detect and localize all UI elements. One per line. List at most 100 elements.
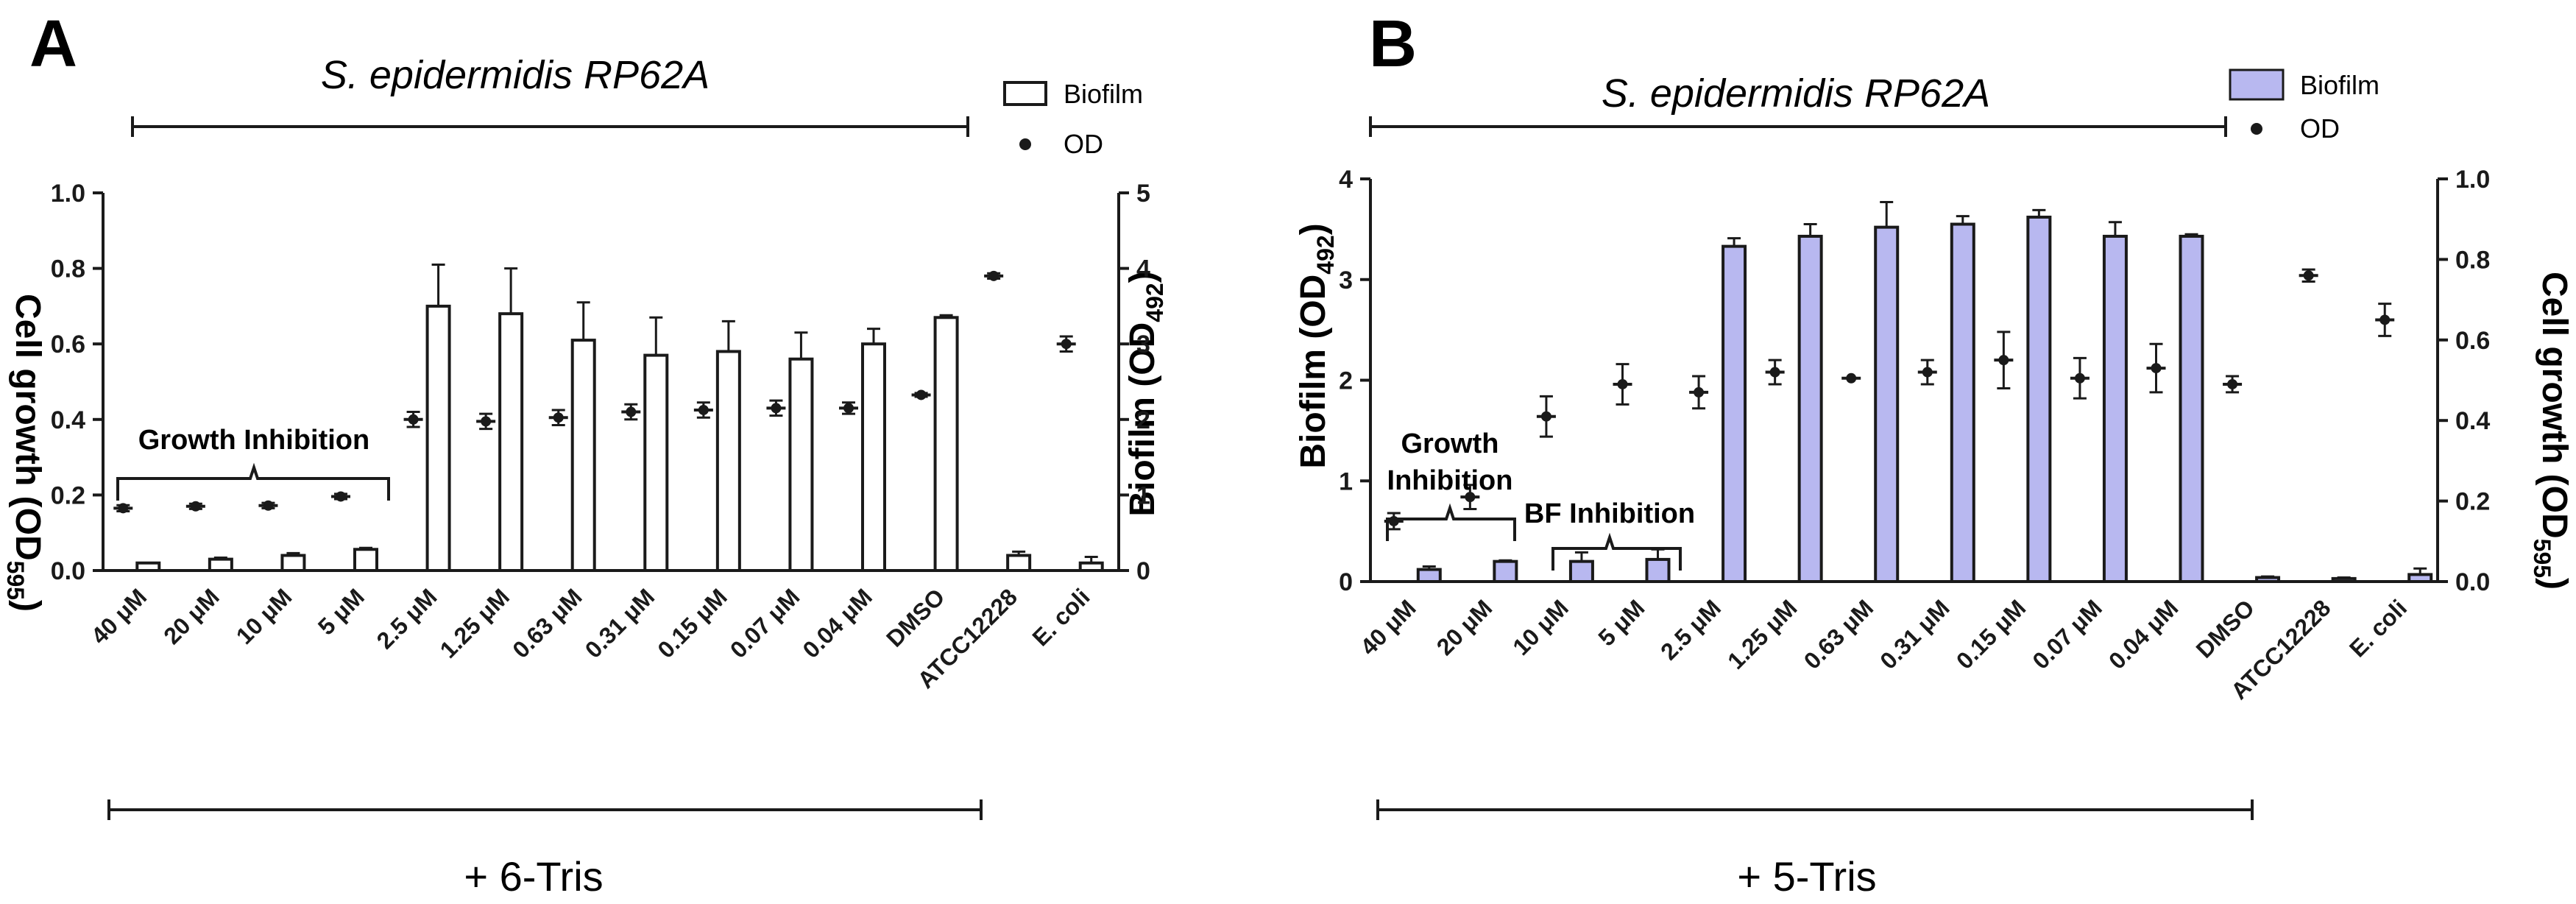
panel-b-title: S. epidermidis RP62A <box>1602 71 1990 116</box>
panel-a-category-label-3: 5 μM <box>313 583 369 640</box>
panel-b-category-label-10: 0.04 μM <box>2103 594 2183 674</box>
panel-b-od-point-4 <box>1694 386 1705 398</box>
panel-b-od-point-11 <box>2227 378 2238 389</box>
panel-a-legend-bar-swatch <box>1003 81 1047 106</box>
panel-a-bar-6 <box>570 339 596 572</box>
panel-a-right-axis-title-close: ) <box>1123 271 1162 283</box>
panel-a-category-label-1: 20 μM <box>158 583 224 649</box>
panel-b-category-label-13: E. coli <box>2344 594 2412 662</box>
panel-b-bar-12 <box>2331 576 2357 584</box>
panel-b-left-axis-title-close: ) <box>1294 223 1333 235</box>
panel-a-bar-1 <box>208 557 233 572</box>
panel-a-od-point-9 <box>771 403 782 414</box>
panel-b-annotation-growth-inhibition: Growth Inhibition <box>1386 428 1516 541</box>
panel-b-bar-0 <box>1416 568 1442 584</box>
panel-a-compound-label: + 6-Tris <box>464 853 603 900</box>
panel-a-right-tick-label-1: 1 <box>1136 481 1150 509</box>
panel-b-bar-2 <box>1568 559 1594 584</box>
panel-b-left-tick-label-4: 4 <box>1339 166 1353 194</box>
panel-b-annotation-bf-inhibition: BF Inhibition <box>1524 498 1695 571</box>
panel-a-bar-5 <box>498 312 524 572</box>
panel-a-annotation-growth-inhibition-text: Growth Inhibition <box>138 425 369 456</box>
panel-b-bar-7 <box>1950 222 1975 583</box>
panel-b-od-point-13 <box>2379 314 2391 325</box>
panel-b-category-label-3: 5 μM <box>1593 594 1649 651</box>
panel-b-category-label-1: 20 μM <box>1432 594 1498 660</box>
panel-b-bar-1 <box>1493 559 1518 584</box>
panel-b-left-tick-label-3: 3 <box>1339 266 1353 294</box>
panel-a-bar-7 <box>643 353 669 572</box>
panel-a-category-label-4: 2.5 μM <box>372 583 442 654</box>
panel-a-od-point-0 <box>118 503 129 514</box>
panel-b-category-label-8: 0.15 μM <box>1951 594 2031 674</box>
panel-b-left-tick-label-2: 2 <box>1339 367 1353 395</box>
panel-a-bar-10 <box>861 342 886 572</box>
panel-a-legend: Biofilm OD <box>1003 79 1143 159</box>
panel-b-od-point-7 <box>1922 367 1933 378</box>
panel-b-annotation-bf-inhibition-brace <box>1551 532 1682 571</box>
panel-b-right-tick-label-3: 0.6 <box>2455 327 2490 355</box>
panel-b-label: B <box>1369 7 1417 81</box>
panel-a-right-tick-label-2: 2 <box>1136 406 1150 434</box>
panel-a-category-label-10: 0.04 μM <box>797 583 877 663</box>
panel-a-title: S. epidermidis RP62A <box>321 53 710 97</box>
panel-b-od-point-10 <box>2151 363 2162 374</box>
panel-a-od-point-3 <box>336 491 346 502</box>
panel-b-plot: 0 1 2 3 4 0.0 0.2 0.4 0.6 0.8 1.0 40 μM 20 μM 10 μM 5 … <box>1339 166 2490 705</box>
panel-b-compound-label: + 5-Tris <box>1737 853 1876 900</box>
panel-a-od-point-11 <box>916 389 927 400</box>
panel-b-annotation-inhibition-text: Inhibition <box>1387 465 1513 496</box>
panel-b-left-tick-label-1: 1 <box>1339 467 1353 495</box>
panel-a-right-axis-title-main: Biofilm (OD <box>1123 322 1162 517</box>
panel-a-left-tick-label-5: 1.0 <box>51 180 85 208</box>
panel-a-right-tick-label-3: 3 <box>1136 331 1150 359</box>
panel-a-right-tick-label-4: 4 <box>1136 255 1150 283</box>
panel-b-legend: Biofilm OD <box>2229 68 2379 144</box>
panel-a-right-axis-title-sub: 492 <box>1142 283 1168 322</box>
panel-b-right-tick-label-0: 0.0 <box>2455 568 2490 596</box>
panel-b-right-axis-title-sub: 595 <box>2529 539 2555 578</box>
panel-b-category-label-9: 0.07 μM <box>2027 594 2106 674</box>
panel-b-annotation-growth-inhibition-brace <box>1386 503 1516 541</box>
panel-a-od-point-8 <box>698 404 709 415</box>
panel-a-left-tick-label-0: 0.0 <box>51 557 85 585</box>
panel-b-legend-dot-swatch <box>2251 123 2262 135</box>
panel-b-right-tick-label-2: 0.4 <box>2455 407 2490 435</box>
panel-a-category-label-2: 10 μM <box>231 583 297 649</box>
panel-b-right-tick-label-4: 0.8 <box>2455 246 2490 274</box>
panel-a-bar-11 <box>933 316 959 572</box>
panel-a-right-tick-label-5: 5 <box>1136 180 1150 208</box>
panel-b-annotation-growth-text: Growth <box>1401 428 1499 459</box>
panel-a-right-tick-label-0: 0 <box>1136 557 1150 585</box>
panel-b-category-label-11: DMSO <box>2191 594 2260 663</box>
panel-b-left-axis-title-sub: 492 <box>1312 235 1339 274</box>
panel-b-annotation-bf-inhibition-text: BF Inhibition <box>1524 498 1695 529</box>
panel-b-right-axis-title: Cell growth (OD595) <box>2529 272 2574 590</box>
panel-a-category-label-13: E. coli <box>1027 583 1095 651</box>
panel-b-right-axis-title-close: ) <box>2535 578 2574 590</box>
panel-a-legend-dot-label: OD <box>1064 129 1103 159</box>
panel-a-bar-8 <box>715 350 741 572</box>
panel-a-annotation-growth-inhibition: Growth Inhibition <box>116 425 390 501</box>
panel-b-od-point-5 <box>1769 367 1780 378</box>
panel-a-od-point-10 <box>843 403 854 414</box>
panel-b-right-tick-label-5: 1.0 <box>2455 166 2490 194</box>
panel-b-od-point-9 <box>2074 372 2085 384</box>
panel-b-bar-5 <box>1797 234 1823 583</box>
panel-b-right-axis-title-main: Cell growth (OD <box>2535 272 2574 539</box>
panel-b-od-point-3 <box>1617 378 1628 389</box>
panel-b-bar-10 <box>2179 234 2204 583</box>
panel-a-category-label-11: DMSO <box>881 583 949 651</box>
panel-b-bar-4 <box>1722 244 1747 583</box>
panel-b-bar-3 <box>1645 557 1671 583</box>
panel-a-right-axis-title: Biofilm (OD492) <box>1123 271 1168 516</box>
panel-b-category-label-7: 0.31 μM <box>1875 594 1954 674</box>
panel-b-od-point-1 <box>1465 492 1476 503</box>
panel-b-right-tick-label-1: 0.2 <box>2455 488 2490 516</box>
panel-b-category-label-5: 1.25 μM <box>1722 594 1802 674</box>
panel-a-left-tick-label-4: 0.8 <box>51 255 85 283</box>
panel-a-category-label-7: 0.31 μM <box>580 583 659 663</box>
panel-a-bar-2 <box>280 554 306 572</box>
panel-b-legend-bar-swatch <box>2229 68 2285 101</box>
